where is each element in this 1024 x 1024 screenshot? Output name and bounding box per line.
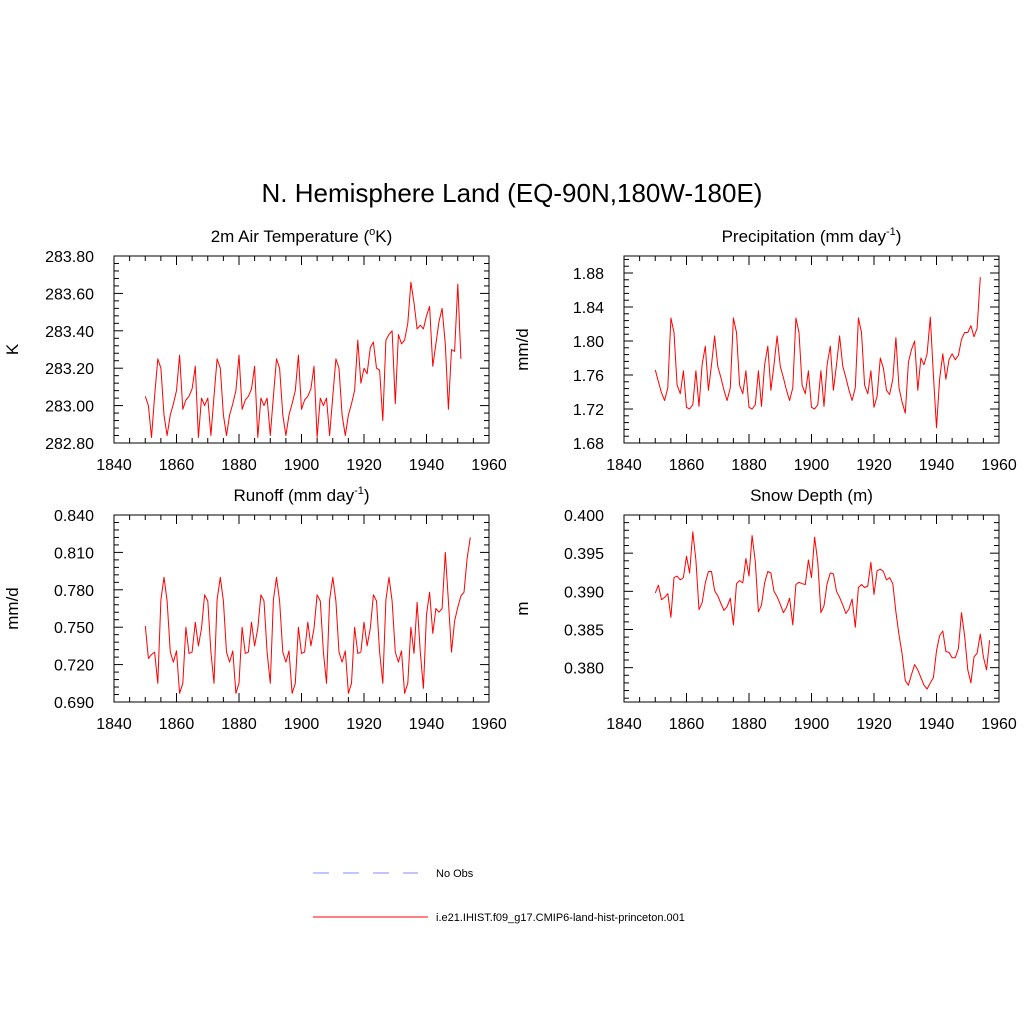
y-tick-label: 283.20 <box>45 361 94 378</box>
y-tick-label: 283.80 <box>45 249 94 266</box>
figure-title: N. Hemisphere Land (EQ-90N,180W-180E) <box>262 178 763 208</box>
x-tick-label: 1880 <box>221 716 257 733</box>
x-tick-label: 1900 <box>794 457 830 474</box>
series-line-air-temperature <box>144 281 462 438</box>
panel-title-air-temperature: 2m Air Temperature (oK) <box>211 226 393 246</box>
y-tick-label: 282.80 <box>45 436 94 453</box>
legend: No Obs i.e21.IHIST.f09_g17.CMIP6-land-hi… <box>313 868 685 924</box>
panel-title-precipitation: Precipitation (mm day-1) <box>722 226 902 246</box>
x-tick-label: 1960 <box>981 716 1017 733</box>
x-tick-label: 1900 <box>794 716 830 733</box>
y-axis-label-runoff: mm/d <box>3 587 22 630</box>
x-tick-label: 1880 <box>221 457 257 474</box>
y-tick-label: 0.385 <box>564 622 604 639</box>
panel-precipitation: Precipitation (mm day-1) mm/d 1840 1860 1880… <box>513 226 1017 474</box>
y-tick-label: 283.00 <box>45 399 94 416</box>
plot-frame-snow-depth <box>623 514 1000 703</box>
x-tick-label: 1960 <box>471 457 507 474</box>
series-line-runoff <box>144 537 471 694</box>
y-tick-label: 0.690 <box>54 695 94 712</box>
x-tick-label: 1920 <box>856 457 892 474</box>
y-tick-label: 1.88 <box>573 266 604 283</box>
series-line-precipitation <box>654 277 981 429</box>
x-tick-label: 1840 <box>96 457 132 474</box>
panel-title-snow-depth: Snow Depth (m) <box>750 486 873 505</box>
y-tick-label: 1.76 <box>573 368 604 385</box>
y-tick-label: 0.400 <box>564 508 604 525</box>
y-tick-label: 1.68 <box>573 436 604 453</box>
x-tick-label: 1920 <box>346 457 382 474</box>
panel-title-runoff: Runoff (mm day-1) <box>233 485 369 505</box>
y-tick-label: 0.720 <box>54 658 94 675</box>
x-tick-label: 1840 <box>606 716 642 733</box>
y-axis-label-snow-depth: m <box>513 601 532 615</box>
plot-frame-runoff <box>113 514 490 703</box>
y-tick-label: 1.72 <box>573 402 604 419</box>
legend-entry-no-obs: No Obs <box>313 868 474 880</box>
y-axis-label-air-temperature: K <box>3 343 22 355</box>
x-tick-label: 1840 <box>96 716 132 733</box>
x-tick-label: 1960 <box>981 457 1017 474</box>
x-tick-label: 1900 <box>284 716 320 733</box>
x-tick-label: 1860 <box>159 716 195 733</box>
legend-label-no-obs: No Obs <box>436 868 474 880</box>
x-tick-label: 1920 <box>856 716 892 733</box>
y-axis-label-precipitation: mm/d <box>513 328 532 371</box>
x-tick-label: 1940 <box>409 457 445 474</box>
x-tick-label: 1880 <box>731 457 767 474</box>
legend-label-case: i.e21.IHIST.f09_g17.CMIP6-land-hist-prin… <box>436 912 685 924</box>
x-tick-label: 1940 <box>409 716 445 733</box>
y-tick-label: 1.84 <box>573 300 604 317</box>
x-tick-label: 1940 <box>919 716 955 733</box>
x-tick-label: 1840 <box>606 457 642 474</box>
x-tick-label: 1860 <box>669 716 705 733</box>
y-tick-label: 283.60 <box>45 286 94 303</box>
x-tick-label: 1940 <box>919 457 955 474</box>
x-tick-label: 1860 <box>669 457 705 474</box>
panel-air-temperature: 2m Air Temperature (oK) K 1840 1860 1880 1900… <box>3 226 507 474</box>
y-tick-label: 0.390 <box>564 584 604 601</box>
panels: 2m Air Temperature (oK) K 1840 1860 1880 1900… <box>3 226 1017 733</box>
legend-entry-case: i.e21.IHIST.f09_g17.CMIP6-land-hist-prin… <box>313 912 685 924</box>
x-tick-label: 1960 <box>471 716 507 733</box>
x-tick-label: 1900 <box>284 457 320 474</box>
y-tick-label: 1.80 <box>573 334 604 351</box>
x-tick-label: 1920 <box>346 716 382 733</box>
y-tick-label: 0.780 <box>54 583 94 600</box>
panel-snow-depth: Snow Depth (m) m 1840 1860 1880 1900 1920 1940 1… <box>513 486 1017 733</box>
series-line-snow-depth <box>654 531 991 690</box>
y-tick-label: 0.395 <box>564 546 604 563</box>
y-tick-label: 283.40 <box>45 324 94 341</box>
y-tick-label: 0.380 <box>564 661 604 678</box>
panel-runoff: Runoff (mm day-1) mm/d 1840 1860 1880 1900 192… <box>3 485 507 733</box>
x-tick-label: 1860 <box>159 457 195 474</box>
x-tick-label: 1880 <box>731 716 767 733</box>
y-tick-label: 0.810 <box>54 545 94 562</box>
y-tick-label: 0.840 <box>54 508 94 525</box>
plot-frame-precipitation <box>623 255 1000 444</box>
y-tick-label: 0.750 <box>54 620 94 637</box>
